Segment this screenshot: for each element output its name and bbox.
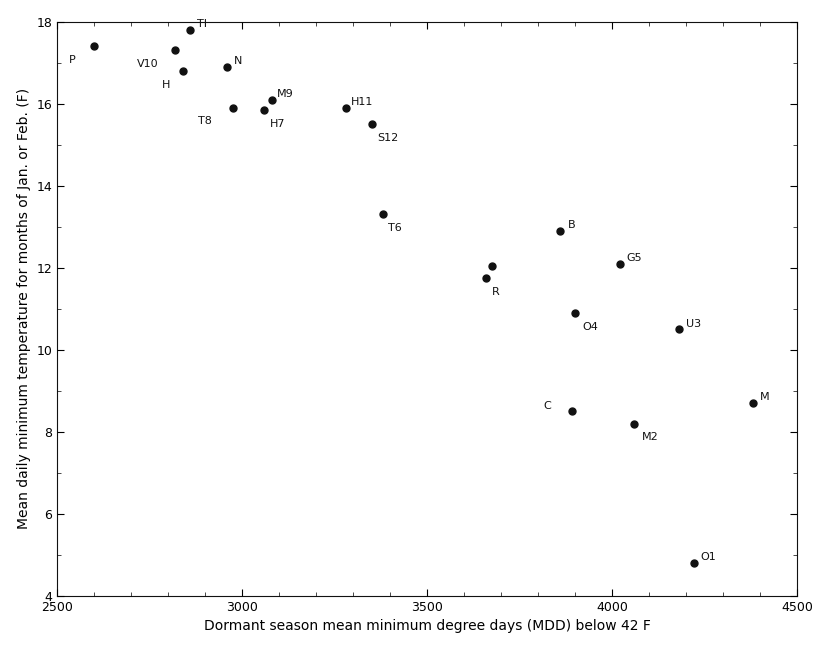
- Text: R: R: [492, 287, 500, 296]
- Text: S12: S12: [377, 133, 398, 143]
- Y-axis label: Mean daily minimum temperature for months of Jan. or Feb. (F): Mean daily minimum temperature for month…: [17, 88, 31, 529]
- Text: N: N: [234, 56, 242, 66]
- X-axis label: Dormant season mean minimum degree days (MDD) below 42 F: Dormant season mean minimum degree days …: [203, 619, 651, 633]
- Text: P: P: [69, 55, 76, 65]
- Text: M2: M2: [642, 432, 658, 442]
- Text: H7: H7: [270, 118, 286, 129]
- Text: T8: T8: [198, 116, 212, 127]
- Text: V10: V10: [137, 59, 159, 69]
- Text: T6: T6: [388, 223, 402, 233]
- Text: B: B: [568, 220, 575, 230]
- Text: M: M: [760, 393, 769, 402]
- Text: M9: M9: [277, 89, 294, 99]
- Text: TI: TI: [198, 19, 208, 29]
- Text: O1: O1: [701, 552, 716, 562]
- Text: U3: U3: [686, 318, 701, 328]
- Text: H11: H11: [351, 97, 374, 107]
- Text: O4: O4: [582, 322, 598, 332]
- Text: C: C: [544, 400, 551, 411]
- Text: G5: G5: [627, 253, 642, 263]
- Text: H: H: [162, 79, 170, 90]
